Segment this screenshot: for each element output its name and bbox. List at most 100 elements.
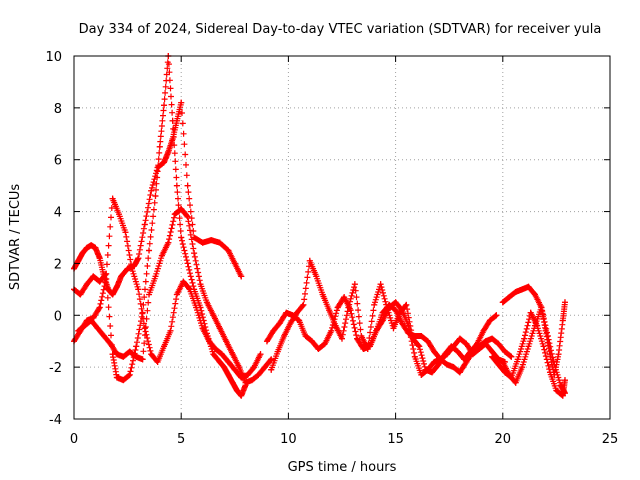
data-point	[126, 371, 133, 378]
data-point	[96, 304, 103, 311]
data-point	[540, 343, 547, 350]
data-point	[476, 343, 483, 350]
data-point	[199, 325, 206, 332]
data-point	[538, 304, 545, 311]
data-point	[83, 281, 90, 288]
data-point	[113, 351, 120, 358]
y-tick-label: -4	[49, 413, 62, 428]
data-point	[527, 309, 534, 316]
data-point	[77, 291, 84, 298]
data-point	[141, 325, 148, 332]
data-point	[559, 392, 566, 399]
data-point	[218, 351, 225, 358]
data-point	[197, 281, 204, 288]
data-point	[274, 348, 281, 355]
data-point	[551, 361, 558, 368]
data-point	[519, 364, 526, 371]
data-point	[555, 351, 562, 358]
data-point	[101, 333, 108, 340]
data-point	[92, 244, 99, 251]
data-point	[431, 348, 438, 355]
data-point	[482, 338, 489, 345]
data-point	[90, 273, 97, 280]
data-point	[126, 348, 133, 355]
data-point	[559, 317, 566, 324]
data-point	[411, 353, 418, 360]
data-point	[242, 379, 249, 386]
y-tick-label: 0	[54, 309, 62, 324]
data-point	[191, 250, 198, 257]
data-point	[116, 211, 123, 218]
data-point	[216, 325, 223, 332]
data-point	[146, 291, 153, 298]
data-point	[231, 260, 238, 267]
data-point	[216, 239, 223, 246]
data-point	[392, 299, 399, 306]
data-point	[512, 379, 519, 386]
data-point	[233, 387, 240, 394]
data-point	[105, 286, 112, 293]
series-arc-10	[489, 309, 568, 399]
data-point	[390, 325, 397, 332]
data-point	[456, 369, 463, 376]
data-point	[165, 239, 172, 246]
series-arc-7	[366, 299, 515, 378]
data-point	[296, 317, 303, 324]
data-point	[113, 374, 120, 381]
data-point	[229, 351, 236, 358]
data-point	[173, 291, 180, 298]
data-point	[135, 286, 142, 293]
data-point	[238, 273, 245, 280]
data-point	[96, 255, 103, 262]
x-tick-label: 20	[495, 432, 512, 447]
data-point	[199, 239, 206, 246]
data-point	[431, 358, 438, 365]
data-point	[358, 333, 365, 340]
data-point	[450, 364, 457, 371]
data-point	[319, 291, 326, 298]
data-point	[171, 211, 178, 218]
data-point	[534, 322, 541, 329]
data-point	[424, 338, 431, 345]
data-point	[221, 364, 228, 371]
data-point	[173, 117, 180, 124]
data-point	[225, 358, 232, 365]
series-arc-4	[75, 205, 275, 386]
data-point	[193, 304, 200, 311]
data-point	[293, 309, 300, 316]
data-point	[128, 265, 135, 272]
data-point	[148, 351, 155, 358]
data-point	[399, 320, 406, 327]
data-point	[495, 340, 502, 347]
data-point	[184, 182, 191, 189]
y-tick-label: 2	[54, 257, 62, 272]
data-point	[244, 371, 251, 378]
marker-path	[71, 53, 249, 399]
data-point	[525, 283, 532, 290]
data-point	[334, 304, 341, 311]
y-axis-label: SDTVAR / TECUs	[8, 184, 23, 291]
data-point	[463, 340, 470, 347]
data-point	[512, 288, 519, 295]
data-point	[165, 148, 172, 155]
data-point	[418, 333, 425, 340]
y-tick-label: 8	[54, 102, 62, 117]
chart-title: Day 334 of 2024, Sidereal Day-to-day VTE…	[79, 22, 602, 37]
data-point	[306, 257, 313, 264]
data-point	[403, 301, 410, 308]
data-point	[133, 353, 140, 360]
data-point	[416, 343, 423, 350]
data-point	[332, 322, 339, 329]
data-point	[248, 377, 255, 384]
x-tick-label: 5	[177, 432, 185, 447]
data-point	[371, 301, 378, 308]
data-point	[531, 291, 538, 298]
data-point	[186, 286, 193, 293]
data-point	[437, 356, 444, 363]
y-tick-label: 6	[54, 154, 62, 169]
data-point	[257, 351, 264, 358]
data-point	[405, 322, 412, 329]
data-point	[546, 369, 553, 376]
data-point	[152, 273, 159, 280]
x-tick-label: 25	[602, 432, 619, 447]
